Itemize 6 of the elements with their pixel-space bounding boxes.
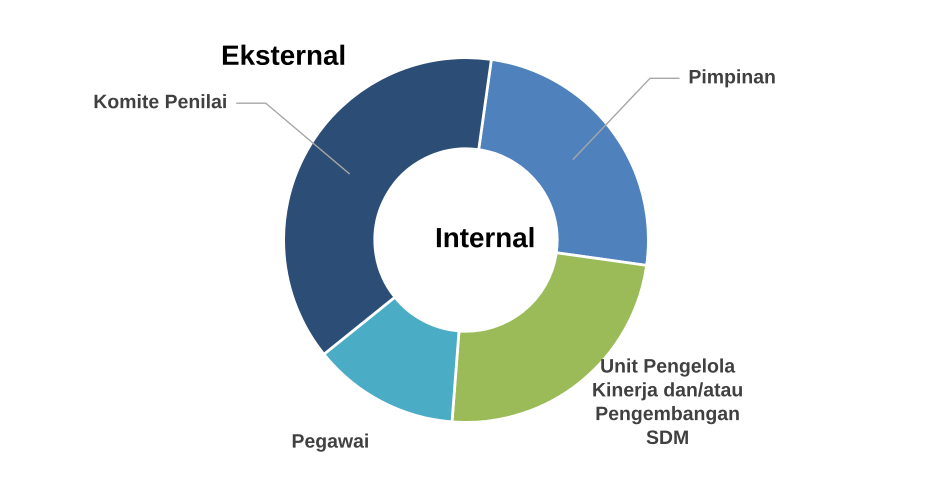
slice-label: Pimpinan xyxy=(690,69,775,88)
slice-label: Unit Pengelola Kinerja dan/atau Pengembangan SDM xyxy=(593,358,742,444)
slice-label: Pegawai xyxy=(292,434,368,452)
slice-label: Komite Penilai xyxy=(94,94,226,108)
text: Eksternal xyxy=(222,44,344,66)
text: Internal xyxy=(436,227,534,248)
